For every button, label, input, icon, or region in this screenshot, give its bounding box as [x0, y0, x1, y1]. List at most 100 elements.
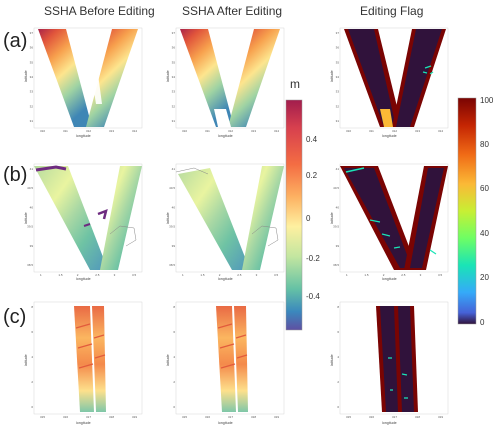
x-tick: 311 [63, 129, 68, 133]
y-tick: 36 [172, 46, 176, 50]
x-tick: 2.5 [95, 273, 100, 277]
y-tick: 41 [30, 167, 34, 171]
y-tick: 32 [172, 104, 176, 108]
x-tick: 1.5 [364, 273, 369, 277]
y-tick: 39 [30, 244, 34, 248]
panel-b-flag: latitude longitude 1 1.5 2 2.5 3 3.5 38.5 39 39.… [330, 160, 454, 284]
x-tick: 310 [40, 129, 45, 133]
x-tick: 2.5 [401, 273, 406, 277]
y-tick: 8 [337, 305, 339, 309]
x-tick: 317 [228, 415, 233, 419]
xlabel-b2: longitude [218, 277, 233, 281]
x-tick: 317 [392, 415, 397, 419]
x-tick: 2 [77, 273, 79, 277]
xlabel-b1: longitude [76, 277, 91, 281]
x-tick: 318 [415, 415, 420, 419]
ylabel-c3: latitude [330, 354, 334, 366]
row-label-b: (b) [3, 164, 28, 186]
flag-tick-0: 100 [480, 96, 494, 105]
panel-a-before: latitude longitude 310 311 312 313 314 31 32 33… [24, 24, 148, 142]
ylabel-a2: latitude [166, 70, 170, 82]
y-tick: 33 [30, 90, 34, 94]
y-tick: 35 [30, 60, 34, 64]
ssha-tick-1: 0.2 [306, 171, 318, 180]
y-tick: 0 [337, 405, 339, 409]
y-tick: 39 [172, 244, 176, 248]
x-tick: 2 [383, 273, 385, 277]
y-tick: 33 [336, 90, 340, 94]
x-tick: 312 [392, 129, 397, 133]
y-tick: 34 [336, 75, 340, 79]
y-tick: 38.5 [27, 263, 33, 267]
y-tick: 40.5 [169, 186, 175, 190]
y-tick: 36 [30, 46, 34, 50]
row-label-a: (a) [3, 30, 28, 52]
flag-colorbar: 100 80 60 40 20 0 [456, 94, 500, 330]
x-tick: 317 [86, 415, 91, 419]
xlabel-a2: longitude [218, 134, 233, 138]
y-tick: 31 [30, 119, 34, 123]
y-tick: 32 [30, 104, 34, 108]
x-tick: 316 [369, 415, 374, 419]
row-label-c: (c) [3, 306, 27, 328]
y-tick: 38.5 [333, 263, 339, 267]
ssha-unit: m [290, 78, 300, 91]
xlabel-c2: longitude [218, 421, 233, 425]
y-tick: 35 [336, 60, 340, 64]
y-tick: 33 [172, 90, 176, 94]
x-tick: 3.5 [438, 273, 443, 277]
x-tick: 1 [346, 273, 348, 277]
ylabel-c1: latitude [24, 354, 28, 366]
x-tick: 3.5 [274, 273, 279, 277]
ylabel-a3: latitude [330, 70, 334, 82]
y-tick: 40 [172, 205, 176, 209]
x-tick: 316 [205, 415, 210, 419]
x-tick: 314 [132, 129, 137, 133]
y-tick: 8 [31, 305, 33, 309]
x-tick: 319 [274, 415, 279, 419]
flag-tick-5: 0 [480, 318, 485, 327]
x-tick: 314 [274, 129, 279, 133]
y-tick: 0 [31, 405, 33, 409]
x-tick: 3 [420, 273, 422, 277]
column-title-flag: Editing Flag [360, 4, 424, 18]
y-tick: 39.5 [169, 225, 175, 229]
x-tick: 310 [346, 129, 351, 133]
y-tick: 6 [337, 330, 339, 334]
xlabel-c1: longitude [76, 421, 91, 425]
y-tick: 37 [30, 31, 34, 35]
y-tick: 4 [337, 355, 339, 359]
ssha-tick-3: -0.2 [306, 254, 320, 263]
xlabel-c3: longitude [382, 421, 397, 425]
x-tick: 318 [109, 415, 114, 419]
y-tick: 4 [31, 355, 33, 359]
y-tick: 2 [31, 380, 33, 384]
ylabel-b3: latitude [330, 212, 334, 224]
flag-tick-4: 20 [480, 273, 489, 282]
ylabel-b2: latitude [166, 212, 170, 224]
panel-c-after: latitude longitude 315 316 317 318 319 0 2 4 6 8 [166, 298, 290, 428]
flag-tick-2: 60 [480, 184, 489, 193]
x-tick: 310 [182, 129, 187, 133]
y-tick: 39.5 [333, 225, 339, 229]
ssha-tick-0: 0.4 [306, 135, 318, 144]
y-tick: 40 [30, 205, 34, 209]
x-tick: 312 [86, 129, 91, 133]
x-tick: 316 [63, 415, 68, 419]
y-tick: 34 [30, 75, 34, 79]
y-tick: 31 [336, 119, 340, 123]
x-tick: 315 [346, 415, 351, 419]
y-tick: 2 [337, 380, 339, 384]
xlabel-a3: longitude [382, 134, 397, 138]
x-tick: 3 [256, 273, 258, 277]
xlabel-b3: longitude [382, 277, 397, 281]
y-tick: 32 [336, 104, 340, 108]
y-tick: 36 [336, 46, 340, 50]
x-tick: 311 [369, 129, 374, 133]
y-tick: 39.5 [27, 225, 33, 229]
y-tick: 6 [173, 330, 175, 334]
y-tick: 39 [336, 244, 340, 248]
panel-a-after: latitude longitude 310 311 312 313 314 31 32 33… [166, 24, 290, 142]
x-tick: 319 [132, 415, 137, 419]
x-tick: 1.5 [200, 273, 205, 277]
